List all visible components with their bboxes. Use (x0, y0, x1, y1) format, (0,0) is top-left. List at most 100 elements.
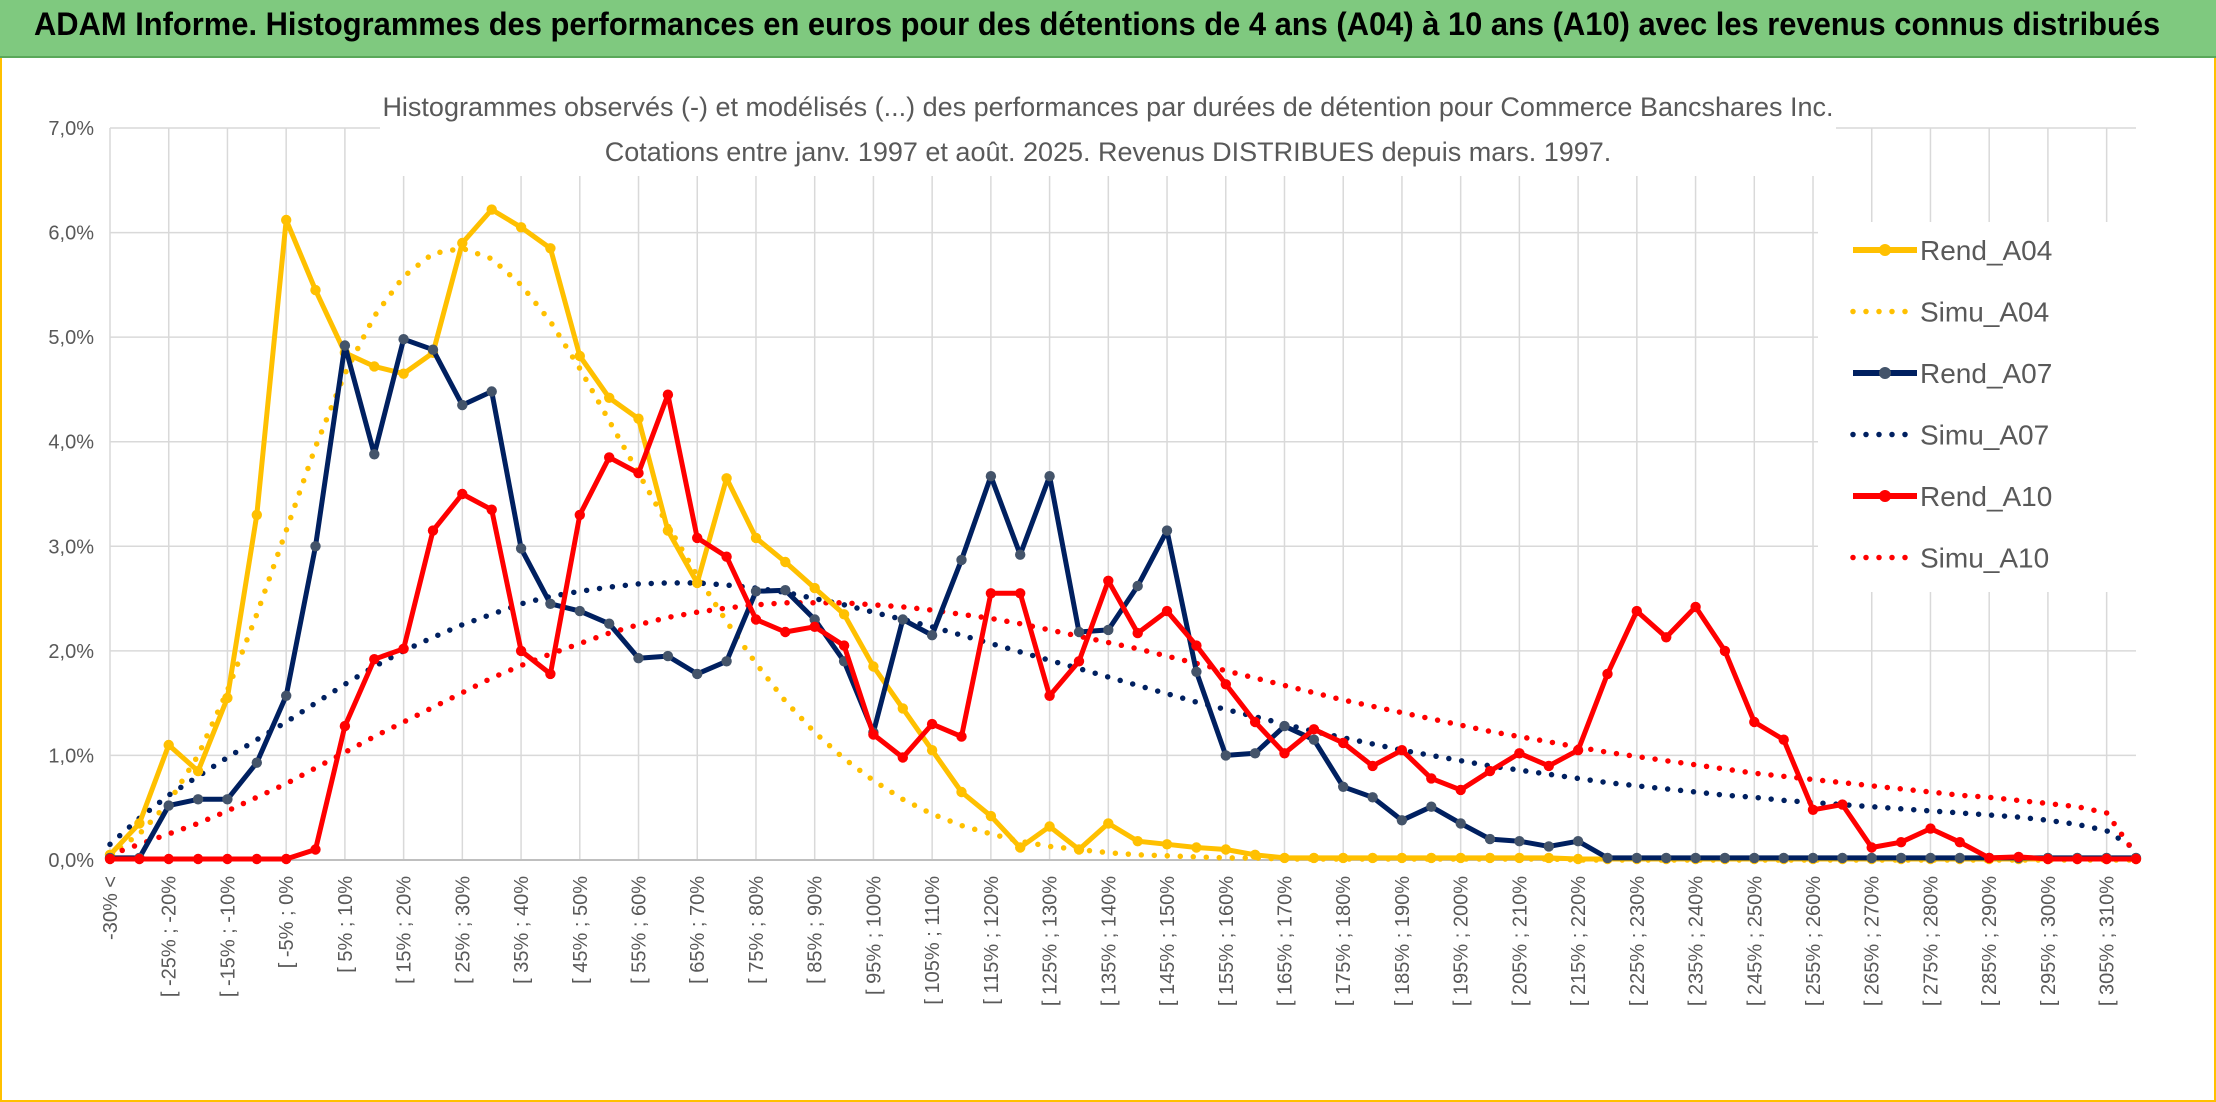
data-point-Rend_A04 (1572, 853, 1584, 865)
x-tick-label: [ 65% ; 70% (687, 876, 709, 984)
data-point-Rend_A10 (2101, 853, 2112, 865)
chart-title-background (380, 84, 1836, 176)
data-point-Rend_A10 (985, 588, 997, 599)
data-point-Rend_A04 (1367, 852, 1378, 864)
x-tick-label: [ 155% ; 160% (1216, 876, 1238, 1006)
y-tick-label: 7,0% (48, 118, 94, 140)
data-point-Rend_A07 (1631, 852, 1643, 864)
data-point-Rend_A04 (1044, 821, 1055, 832)
data-point-Rend_A10 (1249, 716, 1261, 728)
data-point-Rend_A07 (281, 690, 292, 701)
data-point-Rend_A10 (750, 614, 762, 625)
data-point-Rend_A07 (1308, 734, 1320, 745)
data-point-Rend_A10 (251, 853, 262, 865)
x-tick-label: [ 165% ; 170% (1274, 876, 1296, 1006)
data-point-Rend_A07 (692, 668, 703, 680)
data-point-Rend_A10 (457, 488, 468, 500)
data-point-Rend_A10 (339, 720, 351, 732)
data-point-Rend_A10 (1661, 632, 1672, 643)
x-tick-label: [ 245% ; 250% (1744, 876, 1766, 1006)
data-point-Rend_A10 (1338, 737, 1349, 749)
data-point-Rend_A04 (1073, 844, 1085, 855)
data-point-Rend_A07 (192, 794, 204, 805)
data-point-Rend_A04 (574, 350, 585, 362)
x-tick-label: [ 105% ; 110% (922, 876, 944, 1005)
data-point-Rend_A04 (310, 284, 321, 296)
data-point-Rend_A07 (1954, 852, 1966, 864)
data-point-Rend_A10 (926, 718, 938, 730)
x-tick-label: [ 215% ; 220% (1568, 876, 1590, 1006)
data-point-Rend_A07 (1895, 852, 1907, 864)
x-tick-label: [ 255% ; 260% (1803, 876, 1825, 1006)
data-point-Rend_A04 (1103, 818, 1114, 829)
data-point-Rend_A10 (692, 532, 703, 544)
data-point-Rend_A07 (251, 757, 262, 768)
data-point-Rend_A07 (1807, 852, 1819, 864)
data-point-Rend_A07 (662, 650, 674, 662)
data-point-Rend_A10 (721, 551, 732, 562)
y-tick-label: 6,0% (48, 223, 94, 245)
data-point-Rend_A10 (1543, 760, 1555, 772)
data-point-Rend_A04 (1455, 852, 1466, 864)
data-point-Rend_A10 (281, 853, 292, 865)
x-tick-label: -30% < (100, 876, 122, 940)
y-tick-label: 3,0% (48, 536, 94, 558)
data-point-Rend_A07 (897, 614, 908, 625)
chart-subtitle: Cotations entre janv. 1997 et août. 2025… (605, 137, 1612, 167)
data-point-Rend_A10 (1367, 760, 1378, 772)
data-point-Rend_A04 (633, 413, 644, 424)
data-point-Rend_A10 (1984, 852, 1995, 864)
data-point-Rend_A04 (1191, 842, 1202, 853)
data-point-Rend_A04 (251, 509, 262, 521)
data-point-Rend_A10 (1631, 605, 1643, 617)
x-tick-label: [ -15% ; -10% (217, 876, 239, 997)
data-point-Rend_A04 (134, 818, 145, 829)
chart-title-block: Histogrammes observés (-) et modélisés (… (380, 84, 1836, 176)
x-tick-label: [ 205% ; 210% (1509, 876, 1531, 1006)
data-point-Rend_A07 (1044, 471, 1055, 482)
data-point-Rend_A07 (1925, 852, 1936, 864)
data-point-Rend_A04 (1161, 839, 1173, 850)
y-tick-label: 1,0% (48, 745, 94, 767)
data-point-Rend_A10 (1396, 745, 1408, 756)
data-point-Rend_A07 (956, 554, 967, 566)
data-point-Rend_A04 (604, 392, 615, 403)
data-point-Rend_A07 (1073, 626, 1085, 638)
data-point-Rend_A04 (486, 204, 497, 215)
data-point-Rend_A10 (868, 729, 879, 740)
data-point-Rend_A07 (1572, 836, 1584, 847)
data-point-Rend_A07 (163, 800, 174, 811)
x-tick-label: [ 35% ; 40% (511, 876, 533, 984)
data-point-Rend_A10 (1807, 804, 1819, 815)
x-tick-label: [ 195% ; 200% (1451, 876, 1473, 1006)
data-point-Rend_A07 (1015, 549, 1026, 560)
data-point-Rend_A10 (427, 525, 439, 536)
legend-label-Rend_A04: Rend_A04 (1920, 235, 2052, 266)
data-point-Rend_A07 (1602, 852, 1613, 864)
legend-background (1818, 222, 2150, 592)
data-point-Rend_A07 (1396, 815, 1408, 826)
data-point-Rend_A10 (1690, 601, 1701, 613)
x-tick-label: [ 5% ; 10% (335, 876, 357, 973)
data-point-Rend_A10 (1308, 724, 1320, 735)
data-point-Rend_A10 (222, 853, 233, 865)
series-line-Simu_A07 (107, 580, 2139, 853)
data-point-Rend_A04 (281, 214, 292, 226)
data-point-Rend_A10 (1602, 668, 1613, 680)
data-point-Rend_A10 (1279, 748, 1290, 759)
data-point-Rend_A07 (1661, 852, 1672, 864)
data-point-Rend_A10 (1895, 837, 1907, 848)
data-point-Rend_A10 (1103, 575, 1114, 586)
x-tick-label: [ 75% ; 80% (746, 876, 768, 984)
data-point-Rend_A04 (1308, 852, 1320, 864)
data-point-Rend_A04 (838, 609, 850, 620)
x-tick-label: [ 25% ; 30% (452, 876, 474, 984)
data-point-Rend_A07 (1484, 833, 1496, 845)
data-point-Rend_A10 (2072, 853, 2083, 865)
x-tick-label: [ -25% ; -20% (159, 876, 181, 997)
x-tick-label: [ 235% ; 240% (1686, 876, 1708, 1006)
data-point-Rend_A04 (1396, 852, 1408, 864)
data-point-Rend_A07 (1778, 852, 1789, 864)
data-point-Rend_A04 (780, 556, 791, 568)
